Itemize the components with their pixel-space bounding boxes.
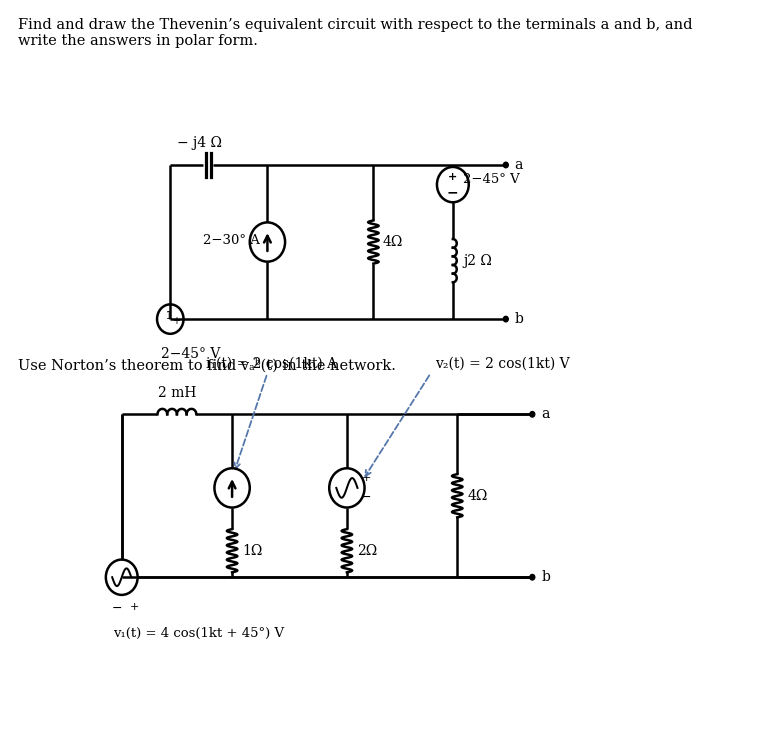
Text: 2−45° V: 2−45° V (464, 173, 520, 186)
Text: b: b (541, 570, 550, 584)
Text: 1: 1 (165, 311, 171, 321)
Text: +: + (171, 316, 179, 326)
Text: a: a (514, 158, 523, 172)
Text: b: b (514, 312, 524, 326)
Circle shape (503, 162, 508, 168)
Text: 2−30° A: 2−30° A (204, 233, 261, 246)
Text: 1Ω: 1Ω (243, 544, 263, 558)
Text: 4Ω: 4Ω (382, 235, 402, 249)
Text: a: a (541, 407, 550, 421)
Circle shape (503, 316, 508, 322)
Text: i₁(t) = 2 cos(1kt) A: i₁(t) = 2 cos(1kt) A (206, 357, 337, 371)
Text: 2Ω: 2Ω (358, 544, 377, 558)
Text: −: − (112, 602, 123, 614)
Circle shape (530, 575, 535, 580)
Text: 2−45° V: 2−45° V (161, 346, 221, 361)
Text: Find and draw the Thevenin’s equivalent circuit with respect to the terminals a : Find and draw the Thevenin’s equivalent … (19, 18, 693, 48)
Text: v₁(t) = 4 cos(1kt + 45°) V: v₁(t) = 4 cos(1kt + 45°) V (113, 627, 284, 640)
Text: +: + (129, 602, 139, 611)
Text: − j4 Ω: − j4 Ω (178, 136, 222, 151)
Text: −: − (447, 185, 459, 199)
Text: 4Ω: 4Ω (468, 489, 489, 503)
Text: j2 Ω: j2 Ω (464, 254, 493, 267)
Text: 2 mH: 2 mH (157, 386, 196, 400)
Text: v₂(t) = 2 cos(1kt) V: v₂(t) = 2 cos(1kt) V (435, 357, 570, 371)
Text: +: + (448, 172, 457, 181)
Text: −: − (361, 491, 372, 505)
Text: +: + (362, 473, 371, 483)
Text: Use Norton’s theorem to find vₐᵇ(t) in the network.: Use Norton’s theorem to find vₐᵇ(t) in t… (19, 358, 396, 373)
Circle shape (530, 412, 535, 417)
